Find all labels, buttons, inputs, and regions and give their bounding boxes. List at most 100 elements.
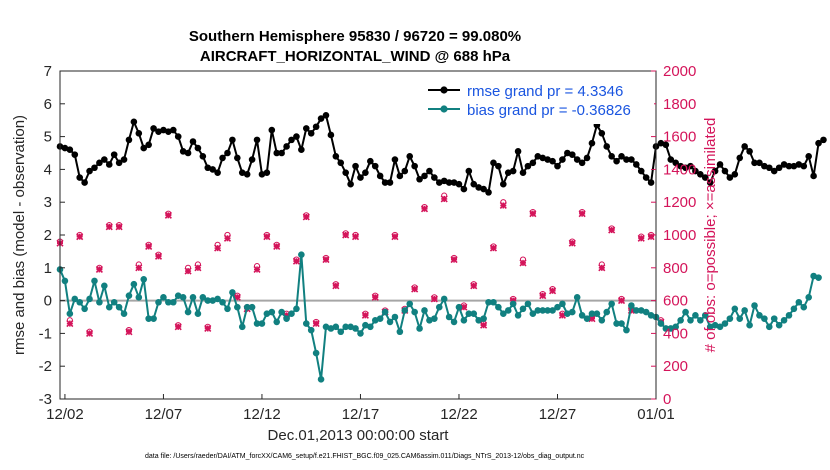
bias-point: [613, 320, 620, 327]
legend: rmse grand pr = 4.3346 bias grand pr = -…: [424, 80, 654, 124]
obs-assimilated-marker: [174, 323, 182, 331]
bias-point: [125, 292, 133, 299]
bias-point: [785, 312, 793, 319]
obs-assimilated-marker: [194, 264, 202, 272]
bias-point: [273, 318, 281, 326]
obs-assimilated-marker: [548, 287, 557, 295]
legend-bias-marker: [440, 105, 448, 113]
rmse-point: [716, 161, 724, 168]
bias-series: [56, 251, 822, 383]
right-tick-label: 400: [663, 325, 688, 342]
obs-assimilated-marker: [617, 297, 626, 305]
right-tick-label: 1000: [663, 227, 696, 244]
rmse-point: [352, 162, 359, 170]
right-tick-label: 1600: [663, 129, 696, 146]
x-tick-label: 12/07: [145, 406, 183, 423]
obs-assimilated-marker: [154, 252, 163, 260]
rmse-point: [731, 171, 739, 178]
obs-assimilated-marker: [214, 244, 222, 252]
bias-point: [86, 295, 93, 303]
rmse-point: [115, 159, 123, 167]
obs-assimilated-marker: [460, 303, 468, 311]
legend-rmse-marker: [440, 86, 448, 94]
rmse-point: [71, 151, 79, 158]
bias-point: [549, 307, 556, 314]
rmse-point: [554, 162, 561, 170]
obs-assimilated-marker: [598, 264, 606, 272]
bias-point: [544, 307, 551, 314]
rmse-point: [711, 167, 719, 175]
rmse-point: [672, 159, 680, 167]
bias-point: [81, 305, 88, 313]
bias-point: [150, 315, 157, 322]
rmse-point: [101, 156, 108, 163]
obs-assimilated-marker: [480, 321, 488, 329]
bias-point: [495, 303, 502, 311]
rmse-point: [219, 154, 226, 162]
bias-point: [470, 310, 478, 318]
rmse-point: [810, 172, 817, 180]
bias-point: [224, 305, 231, 313]
bias-point: [480, 315, 487, 322]
rmse-point: [490, 159, 497, 167]
rmse-point: [342, 169, 349, 176]
obs-assimilated-marker: [529, 210, 537, 218]
bias-point: [770, 315, 778, 322]
bias-point: [416, 325, 423, 332]
rmse-point: [337, 159, 345, 167]
bias-point: [317, 376, 325, 383]
bias-point: [805, 294, 812, 301]
x-tick-label: 12/12: [243, 406, 281, 423]
bias-point: [593, 310, 601, 318]
rmse-point: [367, 157, 374, 165]
rmse-point: [298, 146, 305, 154]
bias-point: [194, 310, 202, 318]
bias-point: [573, 294, 581, 301]
bias-point: [179, 294, 187, 301]
obs-assimilated-marker: [519, 259, 527, 267]
bias-point: [234, 303, 241, 311]
rmse-point: [184, 149, 192, 157]
rmse-point: [396, 172, 404, 180]
bias-point: [445, 313, 453, 321]
rmse-point: [598, 130, 606, 137]
bias-point: [716, 323, 724, 331]
bias-point: [61, 277, 69, 285]
rmse-point: [362, 169, 369, 176]
rmse-point: [110, 151, 118, 158]
bias-point: [307, 326, 315, 334]
bias-point: [204, 297, 212, 304]
obs-assimilated-marker: [371, 293, 379, 301]
rmse-point: [293, 133, 300, 140]
rmse-point: [805, 152, 812, 160]
rmse-point: [130, 118, 138, 126]
rmse-point: [273, 149, 281, 157]
rmse-point: [485, 189, 492, 196]
rmse-point: [495, 162, 502, 170]
obs-assimilated-marker: [539, 292, 547, 300]
bias-point: [736, 315, 744, 322]
rmse-point: [140, 144, 148, 152]
rmse-point: [234, 154, 241, 162]
bias-point: [169, 298, 177, 306]
rmse-point: [391, 156, 399, 163]
rmse-point: [756, 159, 763, 167]
left-tick-label: 2: [44, 227, 52, 244]
rmse-point: [800, 162, 808, 170]
rmse-point: [765, 164, 773, 172]
bias-point: [529, 310, 537, 318]
obs-assimilated-marker: [135, 264, 143, 272]
obs-assimilated-marker: [253, 265, 261, 274]
rmse-point: [667, 156, 675, 163]
bias-point: [288, 310, 295, 318]
obs-assimilated-marker: [608, 226, 616, 234]
rmse-point: [189, 138, 197, 145]
rmse-point: [751, 159, 758, 167]
rmse-point: [302, 125, 310, 132]
bias-point: [229, 289, 236, 296]
rmse-point: [224, 149, 231, 157]
rmse-point: [371, 162, 379, 170]
bias-point: [465, 310, 473, 318]
obs-assimilated-marker: [351, 233, 360, 241]
